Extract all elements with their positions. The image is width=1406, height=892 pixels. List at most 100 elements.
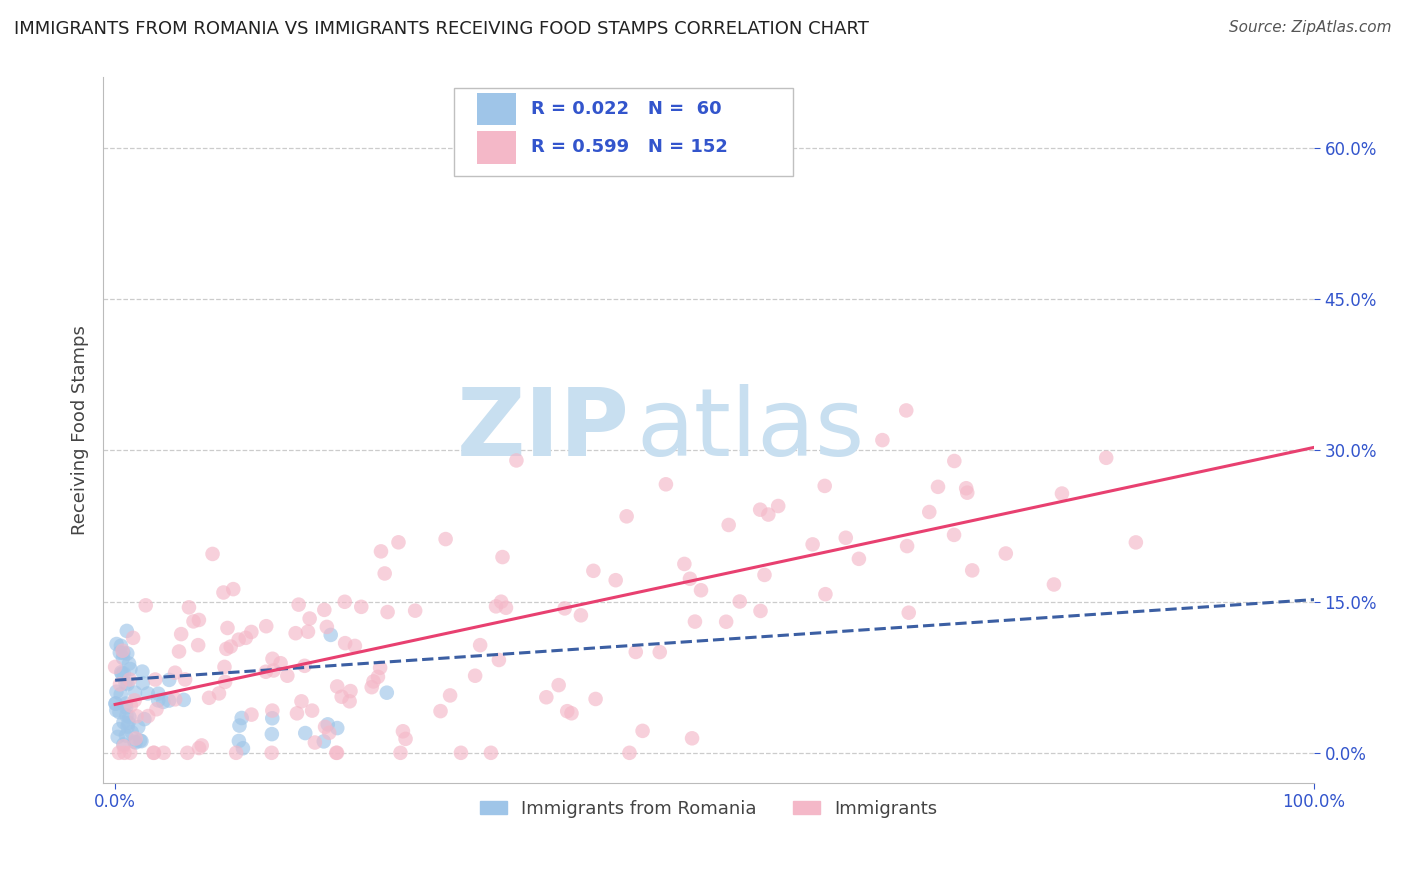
- Point: [294, 658, 316, 673]
- Point: [943, 528, 966, 542]
- Point: [124, 734, 146, 748]
- Point: [124, 686, 146, 700]
- Point: [994, 547, 1017, 561]
- Point: [115, 708, 138, 723]
- Point: [115, 729, 138, 743]
- Point: [319, 628, 342, 642]
- Point: [219, 640, 242, 654]
- Point: [118, 710, 141, 724]
- Point: [284, 626, 307, 640]
- Point: [114, 676, 136, 690]
- Text: R = 0.599   N = 152: R = 0.599 N = 152: [530, 138, 727, 156]
- Point: [117, 677, 139, 691]
- Point: [360, 680, 382, 694]
- Point: [134, 712, 156, 726]
- Point: [112, 715, 135, 730]
- Point: [927, 480, 949, 494]
- Point: [117, 647, 139, 661]
- Point: [495, 600, 517, 615]
- Point: [214, 674, 236, 689]
- Point: [389, 746, 412, 760]
- Point: [190, 739, 212, 753]
- Point: [105, 637, 128, 651]
- Point: [105, 703, 128, 717]
- Point: [215, 641, 238, 656]
- Point: [1125, 535, 1147, 549]
- Point: [368, 661, 391, 675]
- Point: [350, 599, 373, 614]
- Point: [152, 695, 174, 709]
- Point: [491, 550, 513, 565]
- Point: [547, 678, 569, 692]
- Point: [387, 535, 409, 549]
- Point: [208, 686, 231, 700]
- Point: [429, 704, 451, 718]
- Legend: Immigrants from Romania, Immigrants: Immigrants from Romania, Immigrants: [472, 792, 945, 825]
- Point: [104, 660, 127, 674]
- Point: [112, 739, 135, 754]
- Text: IMMIGRANTS FROM ROMANIA VS IMMIGRANTS RECEIVING FOOD STAMPS CORRELATION CHART: IMMIGRANTS FROM ROMANIA VS IMMIGRANTS RE…: [14, 20, 869, 37]
- Point: [814, 479, 837, 493]
- Point: [555, 704, 578, 718]
- Point: [111, 651, 134, 665]
- Point: [318, 726, 340, 740]
- Point: [848, 551, 870, 566]
- Point: [124, 693, 146, 707]
- Point: [136, 686, 159, 700]
- Point: [325, 746, 347, 760]
- Point: [897, 606, 920, 620]
- Point: [108, 722, 131, 736]
- Point: [569, 608, 592, 623]
- Point: [157, 673, 180, 687]
- Point: [142, 746, 165, 760]
- Point: [330, 690, 353, 704]
- Point: [217, 621, 239, 635]
- Point: [145, 702, 167, 716]
- Point: [232, 741, 254, 756]
- Point: [314, 720, 336, 734]
- FancyBboxPatch shape: [477, 93, 516, 126]
- Point: [326, 746, 349, 760]
- Point: [110, 665, 132, 680]
- Point: [624, 645, 647, 659]
- Point: [960, 563, 983, 577]
- Point: [943, 454, 966, 468]
- Point: [225, 746, 247, 760]
- Point: [690, 583, 713, 598]
- Point: [187, 638, 209, 652]
- Point: [108, 677, 131, 691]
- Text: ZIP: ZIP: [457, 384, 630, 476]
- Point: [554, 601, 576, 615]
- Point: [326, 680, 349, 694]
- Point: [439, 689, 461, 703]
- Point: [228, 734, 250, 748]
- Point: [132, 676, 155, 690]
- Text: atlas: atlas: [636, 384, 865, 476]
- FancyBboxPatch shape: [454, 88, 793, 177]
- Point: [367, 670, 389, 684]
- Point: [115, 700, 138, 714]
- Point: [605, 573, 627, 587]
- Point: [270, 657, 292, 671]
- Point: [177, 600, 200, 615]
- Point: [129, 733, 152, 747]
- Point: [183, 615, 205, 629]
- Point: [222, 582, 245, 596]
- Point: [896, 403, 918, 417]
- Point: [135, 599, 157, 613]
- Point: [201, 547, 224, 561]
- Point: [333, 636, 356, 650]
- Point: [198, 690, 221, 705]
- Point: [124, 735, 146, 749]
- Point: [111, 666, 134, 681]
- Point: [648, 645, 671, 659]
- Point: [176, 746, 198, 760]
- Point: [214, 660, 236, 674]
- Point: [112, 666, 135, 681]
- Point: [301, 704, 323, 718]
- Point: [304, 735, 326, 749]
- Point: [112, 646, 135, 660]
- Point: [315, 620, 337, 634]
- Point: [326, 721, 349, 735]
- Point: [112, 737, 135, 751]
